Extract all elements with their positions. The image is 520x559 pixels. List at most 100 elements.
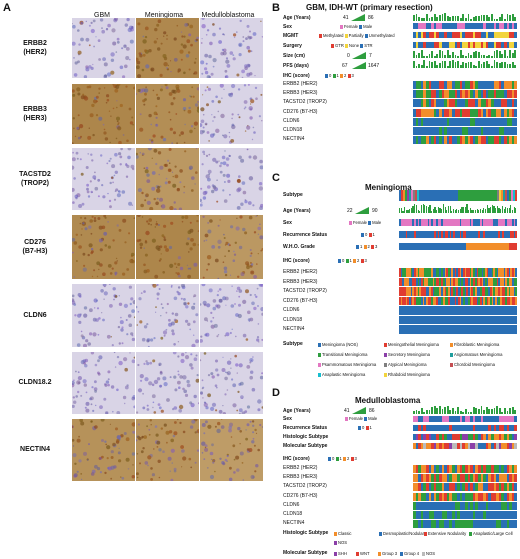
d-age-ramp-icon: [352, 407, 366, 414]
legend-swatch: [450, 343, 453, 347]
heatmap-cell: [404, 277, 407, 286]
heatmap-cell: [417, 268, 420, 277]
heatmap-cell: [505, 219, 508, 226]
heatmap-cell: [414, 296, 417, 305]
bar-mark: [472, 407, 475, 414]
heatmap-cell: [452, 443, 455, 449]
bar-mark: [491, 14, 493, 21]
heatmap-cell: [452, 465, 455, 473]
heatmap-cell: [514, 443, 518, 449]
d-age-max: 86: [369, 408, 375, 414]
bar-mark: [478, 52, 480, 58]
heatmap-cell: [439, 520, 442, 529]
heatmap-cell: [446, 117, 450, 126]
bar-mark: [446, 15, 449, 21]
heatmap-cell: [461, 277, 464, 286]
heatmap-cell: [420, 23, 424, 29]
heatmap-cell: [439, 90, 442, 99]
heatmap-cell: [463, 315, 466, 324]
heatmap-cell: [478, 42, 481, 48]
heatmap-cell: [425, 287, 428, 296]
b-mgmt-track: [413, 32, 518, 38]
heatmap-cell: [486, 231, 489, 238]
legend-swatch: [379, 532, 382, 536]
heatmap-cell: [456, 287, 459, 296]
heatmap-cell: [404, 296, 407, 305]
heatmap-cell: [466, 287, 469, 296]
heatmap-cell: [413, 81, 416, 89]
heatmap-cell: [429, 325, 432, 334]
heatmap-cell: [433, 108, 437, 117]
heatmap-cell: [426, 416, 429, 422]
heatmap-cell: [459, 492, 463, 501]
heatmap-cell: [493, 434, 497, 440]
heatmap-cell: [467, 474, 471, 483]
heatmap-cell: [452, 190, 455, 201]
heatmap-cell: [415, 425, 419, 431]
heatmap-cell: [423, 117, 427, 126]
heatmap-cell: [404, 306, 407, 315]
heatmap-cell: [470, 501, 474, 510]
b-sex-legend: Female Male: [340, 24, 372, 29]
b-age-bars: [413, 13, 517, 21]
bar-mark: [413, 15, 415, 21]
bar-mark: [441, 208, 443, 213]
heatmap-cell: [511, 231, 514, 238]
bar-mark: [413, 410, 415, 414]
heatmap-cell: [498, 325, 501, 334]
heatmap-cell: [464, 296, 467, 305]
heatmap-cell: [496, 90, 500, 99]
heatmap-cell: [470, 416, 474, 422]
heatmap-cell: [506, 425, 510, 431]
heatmap-cell: [441, 243, 444, 250]
heatmap-cell: [484, 325, 487, 334]
heatmap-cell: [399, 306, 401, 315]
heatmap-cell: [462, 492, 466, 501]
heatmap-cell: [511, 108, 515, 117]
heatmap-cell: [452, 117, 455, 126]
heatmap-cell: [446, 416, 450, 422]
heatmap-cell: [444, 42, 448, 48]
heatmap-cell: [413, 127, 416, 135]
heatmap-cell: [423, 108, 427, 117]
heatmap-cell: [504, 99, 507, 108]
heatmap-cell: [433, 501, 437, 510]
heatmap-cell: [508, 296, 511, 305]
heatmap-cell: [469, 325, 472, 334]
heatmap-cell: [491, 90, 494, 99]
heatmap-cell: [504, 483, 507, 492]
heatmap-cell: [498, 90, 502, 99]
c-recurrence-track: [399, 231, 518, 238]
d-ihc-track: [413, 492, 518, 501]
heatmap-cell: [496, 434, 500, 440]
heatmap-cell: [436, 90, 440, 99]
legend-swatch: [384, 373, 387, 377]
heatmap-cell: [514, 434, 518, 440]
heatmap-cell: [419, 325, 422, 334]
heatmap-cell: [449, 277, 452, 286]
heatmap-cell: [462, 416, 466, 422]
b-sex-label: Sex: [283, 24, 292, 30]
heatmap-cell: [439, 483, 442, 492]
c-subtype-label: Subtype: [283, 192, 303, 198]
heatmap-cell: [418, 443, 422, 449]
legend-swatch: [450, 363, 453, 367]
panel-c-title: Meningioma: [365, 183, 412, 192]
heatmap-cell: [437, 296, 440, 305]
heatmap-cell: [467, 117, 471, 126]
heatmap-cell: [480, 434, 484, 440]
heatmap-cell: [456, 306, 459, 315]
bar-mark: [459, 209, 461, 213]
heatmap-cell: [495, 268, 498, 277]
heatmap-cell: [511, 219, 514, 226]
heatmap-cell: [418, 425, 422, 431]
bar-mark: [506, 64, 509, 68]
heatmap-cell: [415, 416, 419, 422]
heatmap-cell: [476, 231, 479, 238]
heatmap-cell: [420, 99, 424, 108]
heatmap-cell: [493, 443, 497, 449]
ihc-image-tile: [72, 18, 135, 78]
heatmap-cell: [491, 190, 494, 201]
heatmap-cell: [454, 434, 458, 440]
b-surgery-label: Surgery: [283, 43, 302, 49]
